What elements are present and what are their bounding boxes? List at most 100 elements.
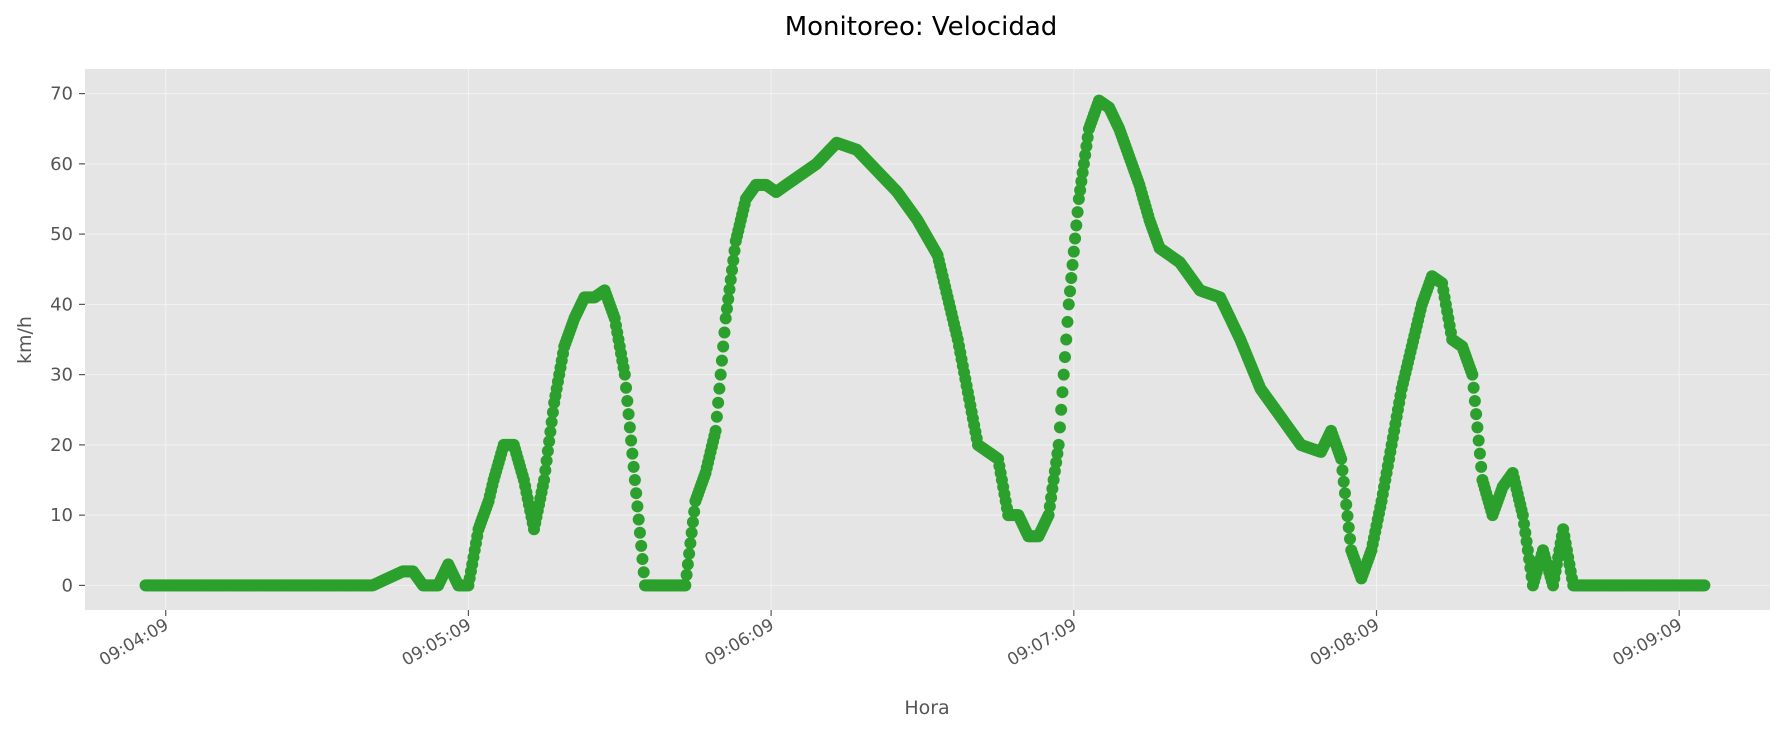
data-point-interp	[727, 254, 740, 267]
data-point-interp	[627, 460, 640, 473]
y-tick-label: 50	[50, 224, 73, 245]
data-point-interp	[1475, 460, 1488, 473]
data-point-interp	[723, 283, 736, 296]
data-point-interp	[710, 410, 723, 423]
data-point	[1466, 368, 1479, 381]
data-point-interp	[718, 326, 731, 339]
data-point-interp	[1341, 510, 1354, 523]
data-point	[1072, 192, 1085, 205]
data-point-interp	[625, 434, 638, 447]
data-point-interp	[545, 416, 558, 429]
data-point-interp	[1521, 544, 1534, 557]
data-point-interp	[1066, 258, 1079, 271]
data-point-interp	[1043, 500, 1056, 513]
data-point-interp	[1077, 157, 1090, 170]
data-point-interp	[724, 273, 737, 286]
data-point-interp	[1074, 184, 1087, 197]
data-point-interp	[539, 464, 552, 477]
data-point-interp	[1519, 526, 1532, 539]
data-point-interp	[722, 293, 735, 306]
data-point-interp	[1053, 421, 1066, 434]
data-point-interp	[620, 381, 633, 394]
data-point-interp	[1340, 498, 1353, 511]
x-axis-label: Hora	[904, 697, 949, 719]
data-point-interp	[1473, 447, 1486, 460]
y-tick-label: 10	[50, 505, 73, 526]
data-point	[1062, 298, 1075, 311]
data-point	[719, 312, 732, 325]
data-point-interp	[686, 516, 699, 529]
data-point-interp	[1079, 149, 1092, 162]
y-axis-label: km/h	[14, 316, 36, 364]
data-point-interp	[637, 566, 650, 579]
y-tick-label: 40	[50, 294, 73, 315]
y-tick-label: 30	[50, 365, 73, 386]
data-point-interp	[630, 487, 643, 500]
data-point-interp	[626, 447, 639, 460]
data-point-interp	[543, 435, 556, 448]
data-point-interp	[1336, 464, 1349, 477]
data-point-interp	[1069, 232, 1082, 245]
data-point	[1516, 509, 1529, 522]
data-point	[709, 424, 722, 437]
data-point-interp	[1523, 553, 1536, 566]
data-point-interp	[1342, 521, 1355, 534]
data-point-interp	[633, 526, 646, 539]
data-point-interp	[1067, 245, 1080, 258]
data-point-interp	[715, 354, 728, 367]
data-point-interp	[1046, 482, 1059, 495]
data-point-interp	[712, 396, 725, 409]
data-point-interp	[1338, 487, 1351, 500]
data-point-interp	[1055, 403, 1068, 416]
y-tick-label: 70	[50, 84, 73, 105]
data-point-interp	[1047, 474, 1060, 487]
data-point-interp	[688, 505, 701, 518]
data-point-interp	[717, 340, 730, 353]
data-point-interp	[622, 408, 635, 421]
data-point-interp	[1467, 381, 1480, 394]
data-point-interp	[684, 537, 697, 550]
data-point-interp	[632, 513, 645, 526]
data-point-interp	[1520, 535, 1533, 548]
data-point-interp	[1061, 315, 1074, 328]
data-point-interp	[685, 526, 698, 539]
data-point-interp	[720, 302, 733, 315]
data-point-interp	[1081, 131, 1094, 144]
data-point-interp	[683, 547, 696, 560]
grid	[85, 69, 1770, 610]
plot-area	[85, 69, 1770, 610]
data-point-interp	[1065, 272, 1078, 285]
data-point-interp	[1468, 394, 1481, 407]
data-point-interp	[541, 445, 554, 458]
data-point-interp	[635, 539, 648, 552]
data-point-interp	[1471, 421, 1484, 434]
data-point	[538, 474, 551, 487]
data-point-interp	[636, 553, 649, 566]
data-point-interp	[1472, 434, 1485, 447]
y-tick-label: 0	[62, 575, 73, 596]
data-point-interp	[540, 454, 553, 467]
data-point-interp	[1470, 408, 1483, 421]
data-point-interp	[1070, 219, 1083, 232]
data-point-interp	[1071, 206, 1084, 219]
data-point	[1052, 438, 1065, 451]
chart-title: Monitoreo: Velocidad	[785, 12, 1058, 42]
y-axis: 0 10 20 30 40 50 60 70	[50, 84, 85, 596]
y-tick-label: 20	[50, 435, 73, 456]
data-point-interp	[1058, 351, 1071, 364]
data-point-interp	[1050, 456, 1063, 469]
data-point-interp	[1344, 532, 1357, 545]
data-point	[1335, 452, 1348, 465]
data-point	[679, 579, 692, 592]
data-point-interp	[1064, 285, 1077, 298]
data-point-interp	[680, 568, 693, 581]
data-point-interp	[714, 368, 727, 381]
data-point-interp	[621, 394, 634, 407]
data-point-interp	[546, 406, 559, 419]
y-tick-label: 60	[50, 154, 73, 175]
data-point-interp	[544, 425, 557, 438]
data-point-interp	[681, 558, 694, 571]
data-point-interp	[1056, 386, 1069, 399]
data-point-interp	[1337, 475, 1350, 488]
